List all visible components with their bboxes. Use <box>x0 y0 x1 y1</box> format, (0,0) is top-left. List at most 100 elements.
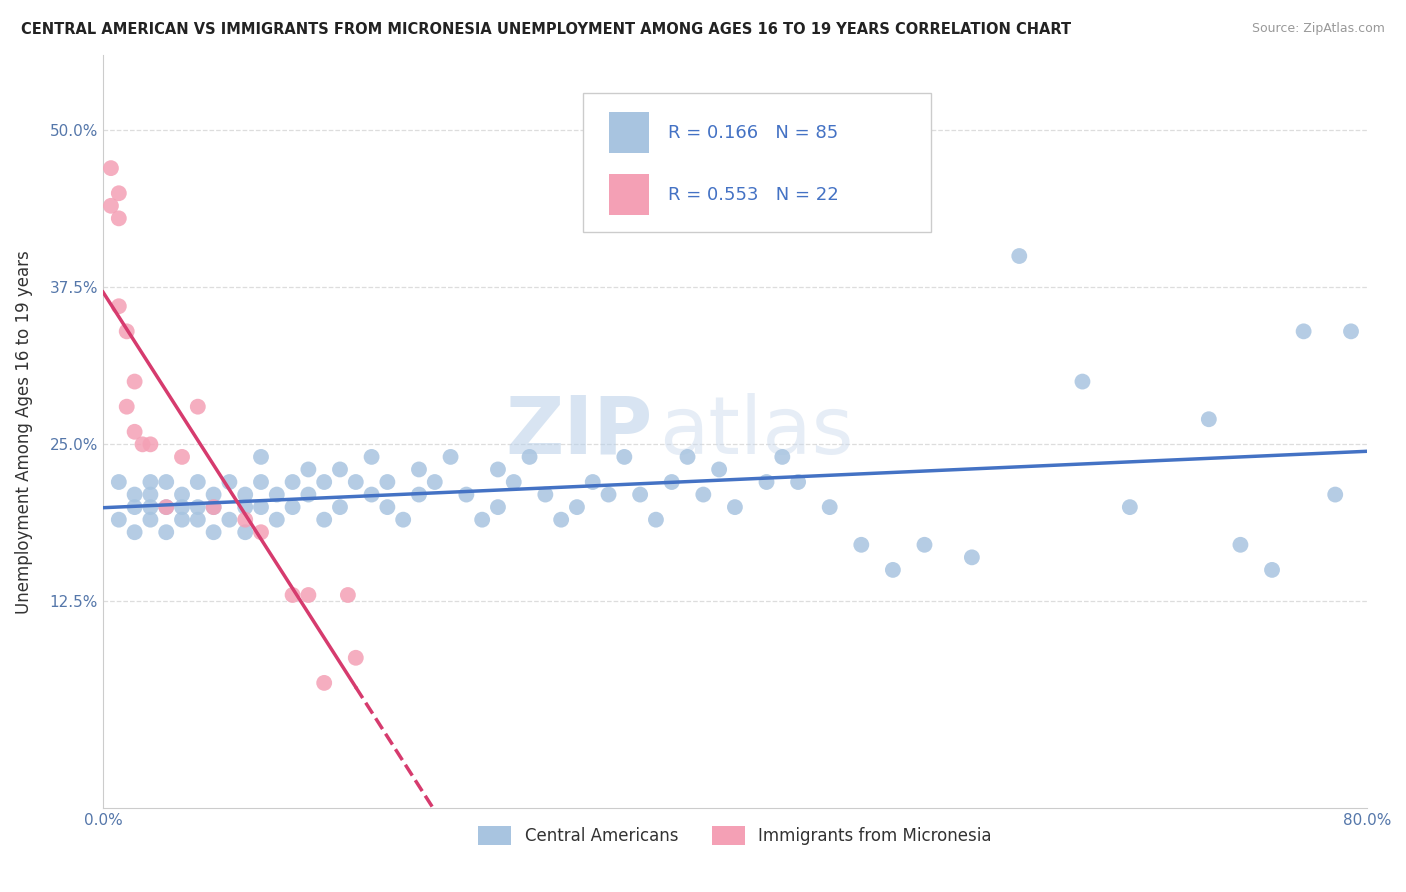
Point <box>628 487 651 501</box>
Point <box>170 450 193 464</box>
Point <box>187 400 209 414</box>
Point <box>408 462 430 476</box>
Point <box>486 500 509 515</box>
Point <box>250 475 273 489</box>
Point <box>139 437 162 451</box>
Point <box>1229 538 1251 552</box>
Point <box>329 462 352 476</box>
Text: R = 0.166   N = 85: R = 0.166 N = 85 <box>668 124 838 142</box>
FancyBboxPatch shape <box>583 93 931 232</box>
Point <box>344 650 367 665</box>
Text: Source: ZipAtlas.com: Source: ZipAtlas.com <box>1251 22 1385 36</box>
Point <box>233 525 256 540</box>
Point <box>266 487 288 501</box>
Y-axis label: Unemployment Among Ages 16 to 19 years: Unemployment Among Ages 16 to 19 years <box>15 250 32 614</box>
Point <box>131 437 153 451</box>
Point <box>392 513 415 527</box>
Point <box>100 199 122 213</box>
Point <box>336 588 359 602</box>
Point <box>534 487 557 501</box>
Point <box>645 513 668 527</box>
Point <box>707 462 730 476</box>
Point <box>408 487 430 501</box>
Text: ZIP: ZIP <box>506 392 652 471</box>
Point <box>519 450 541 464</box>
Point <box>124 487 146 501</box>
Point <box>250 500 273 515</box>
Point <box>218 513 240 527</box>
Point <box>787 475 810 489</box>
FancyBboxPatch shape <box>609 174 650 215</box>
Point <box>360 450 382 464</box>
Text: atlas: atlas <box>659 392 853 471</box>
Point <box>676 450 699 464</box>
Point <box>108 299 131 313</box>
Point <box>1324 487 1347 501</box>
Point <box>202 500 225 515</box>
Point <box>550 513 572 527</box>
Legend: Central Americans, Immigrants from Micronesia: Central Americans, Immigrants from Micro… <box>478 826 991 846</box>
Point <box>202 500 225 515</box>
Point <box>124 375 146 389</box>
Point <box>1071 375 1094 389</box>
Point <box>281 500 304 515</box>
Point <box>187 513 209 527</box>
Point <box>314 513 336 527</box>
Point <box>187 500 209 515</box>
Point <box>439 450 461 464</box>
Point <box>502 475 524 489</box>
Point <box>202 487 225 501</box>
Point <box>1340 324 1362 338</box>
Point <box>139 513 162 527</box>
Point <box>565 500 588 515</box>
Point <box>100 161 122 175</box>
Point <box>770 450 793 464</box>
Point <box>233 487 256 501</box>
Point <box>155 500 177 515</box>
Point <box>139 487 162 501</box>
Point <box>297 588 319 602</box>
Point <box>139 500 162 515</box>
Point <box>1292 324 1315 338</box>
Point <box>281 475 304 489</box>
Point <box>423 475 446 489</box>
Point <box>108 211 131 226</box>
Point <box>297 462 319 476</box>
Point <box>1008 249 1031 263</box>
Point <box>108 475 131 489</box>
Point <box>233 500 256 515</box>
Point <box>598 487 620 501</box>
Point <box>456 487 478 501</box>
Point <box>218 475 240 489</box>
Point <box>360 487 382 501</box>
Point <box>1119 500 1142 515</box>
Point <box>170 487 193 501</box>
Point <box>266 513 288 527</box>
Point <box>882 563 904 577</box>
Point <box>202 525 225 540</box>
Point <box>486 462 509 476</box>
Point <box>1198 412 1220 426</box>
Point <box>170 513 193 527</box>
Text: R = 0.553   N = 22: R = 0.553 N = 22 <box>668 186 839 203</box>
Point <box>124 525 146 540</box>
Point <box>755 475 778 489</box>
Point <box>115 400 138 414</box>
Point <box>582 475 605 489</box>
Point <box>155 475 177 489</box>
Point <box>471 513 494 527</box>
Point <box>124 425 146 439</box>
Point <box>818 500 841 515</box>
Point <box>914 538 936 552</box>
Point <box>314 676 336 690</box>
Point <box>250 525 273 540</box>
Point <box>344 475 367 489</box>
Point <box>314 475 336 489</box>
Point <box>170 500 193 515</box>
Text: CENTRAL AMERICAN VS IMMIGRANTS FROM MICRONESIA UNEMPLOYMENT AMONG AGES 16 TO 19 : CENTRAL AMERICAN VS IMMIGRANTS FROM MICR… <box>21 22 1071 37</box>
Point <box>1261 563 1284 577</box>
Point <box>329 500 352 515</box>
Point <box>187 475 209 489</box>
Point <box>692 487 714 501</box>
Point <box>108 186 131 201</box>
